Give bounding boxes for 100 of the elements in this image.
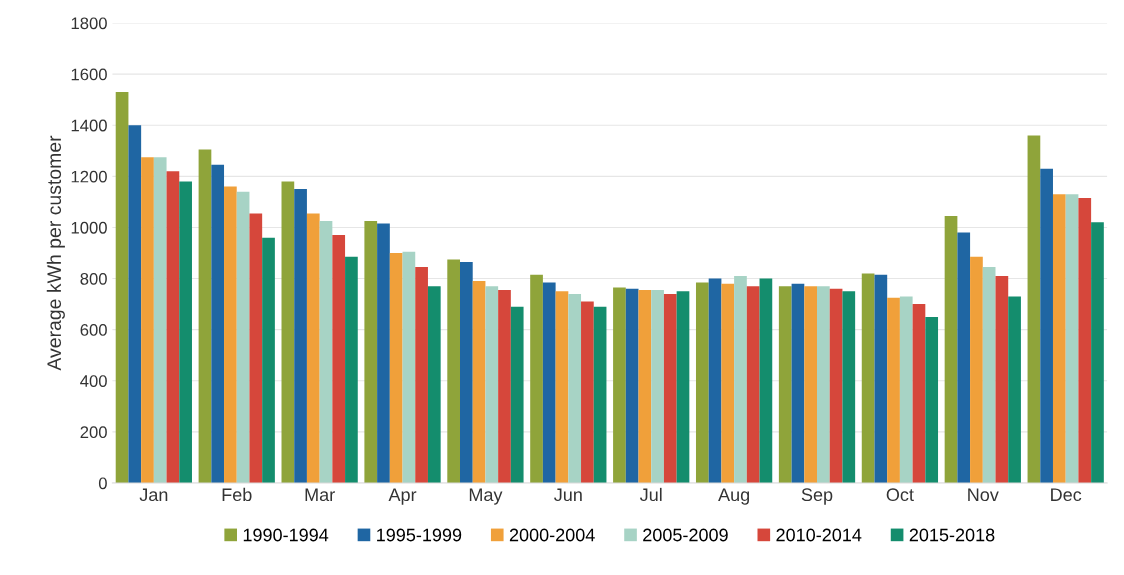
bar — [804, 286, 818, 483]
x-tick-label: Sep — [801, 488, 833, 505]
bar — [778, 286, 792, 483]
bar — [638, 290, 652, 483]
bar — [472, 281, 486, 483]
bar — [995, 276, 1009, 483]
bar — [402, 251, 416, 483]
bar — [791, 283, 805, 483]
bar — [887, 297, 900, 483]
bar — [460, 261, 473, 483]
bar — [663, 293, 677, 483]
bar — [695, 282, 709, 483]
x-tick-label: Aug — [718, 488, 750, 505]
bar — [198, 149, 212, 483]
x-tick-label: May — [469, 488, 503, 505]
bar — [306, 213, 320, 483]
bar — [593, 306, 607, 483]
bar — [581, 301, 594, 483]
bar — [377, 223, 390, 483]
legend-label: 1995-1999 — [377, 528, 462, 542]
bar — [249, 213, 263, 483]
bar — [1027, 135, 1041, 483]
bar — [447, 259, 461, 483]
bar — [1040, 168, 1053, 483]
x-tick-label: Nov — [968, 488, 999, 502]
bar — [925, 316, 939, 483]
bar — [1052, 194, 1066, 483]
y-tick-label: 1200 — [71, 170, 107, 183]
bar — [899, 296, 913, 483]
bar — [498, 290, 511, 483]
bar — [166, 171, 180, 483]
legend-label: 2005-2009 — [643, 528, 728, 542]
x-tick-label: Jul — [639, 487, 662, 502]
bar — [1078, 198, 1092, 483]
bar — [676, 291, 690, 483]
x-tick-label: Mar — [305, 488, 335, 502]
bar — [294, 189, 307, 483]
bar — [262, 237, 275, 483]
bar — [128, 125, 142, 483]
bar — [530, 274, 543, 483]
x-tick-label: Dec — [1051, 488, 1082, 502]
bar — [842, 291, 856, 483]
bar — [912, 304, 926, 483]
bar — [568, 293, 582, 483]
bar — [211, 164, 225, 483]
legend-label: 2000-2004 — [509, 528, 595, 542]
y-tick-label: 1000 — [71, 221, 107, 234]
bar — [861, 273, 875, 483]
y-tick-label: 200 — [80, 426, 107, 439]
legend-label: 2015-2018 — [909, 528, 995, 542]
bar — [555, 291, 569, 483]
bar — [141, 157, 154, 483]
bar — [179, 181, 192, 483]
y-tick-label: 0 — [98, 477, 107, 490]
bar — [1008, 296, 1021, 483]
bar — [224, 186, 237, 483]
bar — [982, 267, 996, 483]
bar — [236, 191, 250, 483]
bar — [389, 253, 403, 483]
x-tick-label: Oct — [886, 488, 914, 502]
y-axis-title: Average kWh per customer — [46, 135, 65, 371]
bar — [817, 286, 830, 483]
bar — [957, 232, 971, 483]
y-tick-label: 800 — [80, 272, 107, 285]
bar — [332, 235, 346, 483]
y-tick-label: 600 — [80, 324, 107, 336]
bar — [1091, 222, 1104, 483]
bar — [281, 181, 295, 483]
bar — [542, 282, 556, 483]
bar — [746, 286, 760, 483]
x-tick-label: Feb — [222, 487, 252, 502]
y-tick-label: 1400 — [71, 119, 107, 132]
bar — [364, 221, 378, 483]
bar — [829, 288, 843, 483]
x-tick-label: Jun — [554, 488, 582, 502]
bar — [115, 92, 129, 483]
bar — [510, 306, 524, 483]
bar — [651, 290, 664, 483]
bar — [415, 267, 428, 483]
bar — [721, 283, 735, 483]
bar — [153, 157, 167, 483]
x-tick-label: Apr — [388, 488, 417, 505]
bar — [944, 215, 958, 483]
bar — [970, 256, 983, 483]
legend-label: 1990-1994 — [243, 528, 329, 542]
bar — [427, 286, 441, 483]
legend-label: 2010-2014 — [776, 528, 862, 542]
bar — [345, 256, 358, 483]
y-tick-label: 400 — [80, 375, 107, 387]
bar — [319, 221, 333, 483]
bar — [1065, 194, 1079, 483]
x-tick-label: Jan — [139, 488, 168, 502]
y-tick-label: 1800 — [71, 17, 107, 30]
bar — [874, 274, 888, 483]
bar — [485, 286, 499, 483]
bar — [625, 288, 639, 483]
bar — [708, 278, 722, 483]
bar — [759, 278, 773, 483]
y-tick-label: 1600 — [71, 68, 107, 81]
bar — [613, 287, 626, 483]
